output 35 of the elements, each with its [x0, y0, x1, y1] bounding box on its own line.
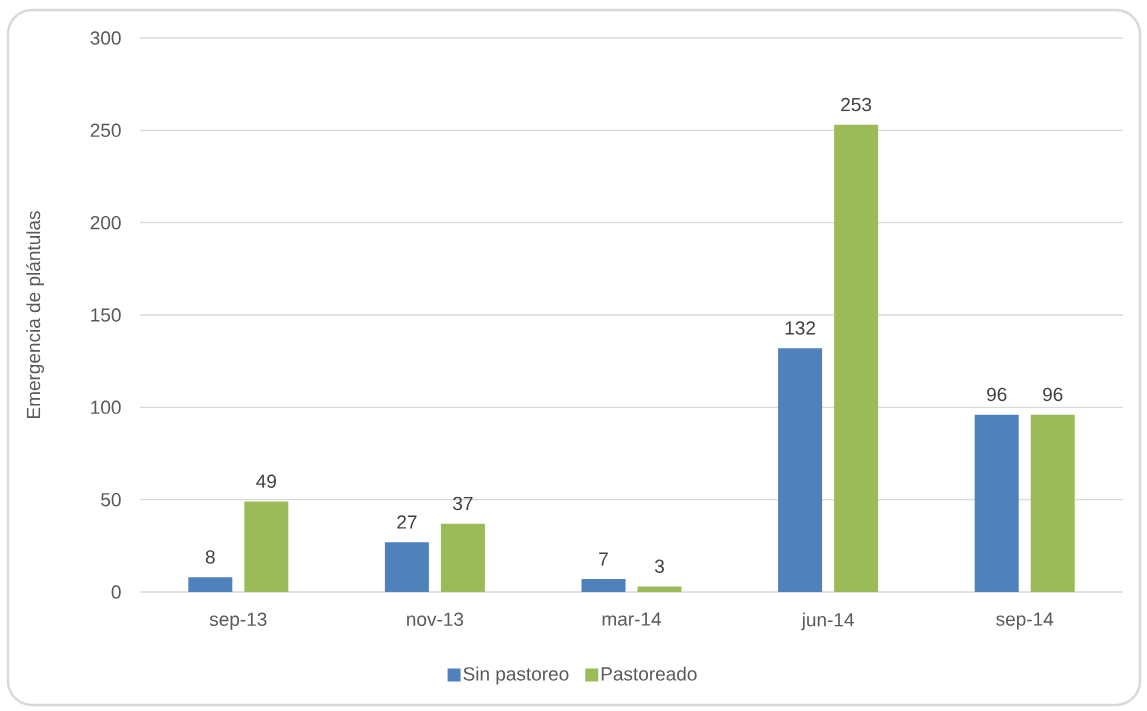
data-label: 96: [987, 387, 1007, 402]
legend-label: Pastoreado: [601, 666, 697, 681]
data-label: 3: [654, 559, 664, 573]
y-tick-label: 300: [90, 31, 121, 45]
y-axis-title: Emergencia de plántulas: [26, 211, 44, 418]
y-tick-label: 250: [90, 123, 121, 138]
x-tick-label: sep-13: [209, 612, 267, 630]
x-tick-label: mar-14: [602, 612, 662, 626]
data-label: 49: [256, 474, 276, 488]
data-label: 7: [599, 552, 608, 566]
x-tick-label: sep-14: [996, 612, 1054, 630]
y-tick-label: 50: [101, 492, 121, 507]
bar: [440, 523, 485, 592]
bar: [244, 501, 289, 592]
data-label: 96: [1043, 387, 1063, 402]
y-tick-label: 150: [91, 308, 121, 322]
y-tick-label: 100: [91, 400, 121, 415]
data-label: 253: [841, 97, 872, 112]
legend-label: Sin pastoreo: [463, 666, 569, 685]
x-tick-label: jun-14: [801, 612, 854, 631]
y-tick-label: 0: [111, 585, 121, 599]
bar: [384, 542, 429, 592]
bar: [1030, 414, 1075, 592]
data-label: 132: [785, 321, 815, 335]
x-tick-label: nov-13: [407, 612, 464, 626]
data-label: 27: [397, 515, 417, 529]
bar: [188, 577, 233, 592]
data-label: 37: [453, 496, 473, 511]
bar: [778, 348, 823, 592]
bar: [581, 579, 626, 592]
bar: [834, 124, 879, 592]
bar: [637, 586, 682, 592]
bar: [974, 414, 1019, 592]
y-tick-label: 200: [90, 215, 121, 230]
data-label: 8: [205, 550, 215, 564]
